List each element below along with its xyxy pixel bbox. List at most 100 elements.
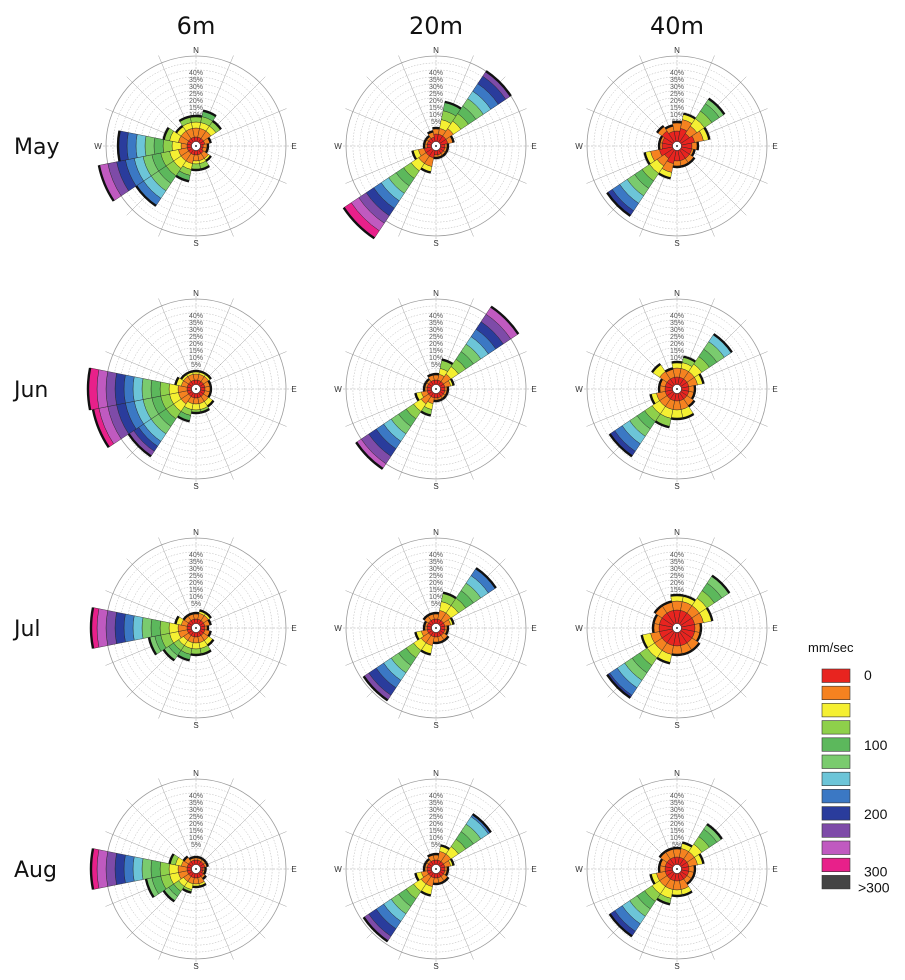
ring-label: 15% [189, 828, 203, 835]
petal-cap [693, 865, 697, 873]
petal-cap [657, 385, 661, 393]
ring-label: 25% [189, 814, 203, 821]
petal-cap [192, 369, 200, 373]
petal-cap [705, 607, 714, 622]
petal-cap [144, 878, 155, 899]
ring-label: 10% [429, 835, 443, 842]
ring-label: 10% [670, 835, 684, 842]
ring-label: 10% [189, 355, 203, 362]
petal-cap [422, 143, 426, 149]
petal-segment [132, 856, 144, 882]
compass-s: S [674, 482, 679, 491]
petal-cap [664, 847, 674, 853]
petal-segment [144, 135, 156, 157]
petal-cap [440, 844, 451, 851]
petal-W [89, 848, 197, 890]
ring-label: 40% [189, 70, 203, 77]
petal-cap [432, 852, 440, 856]
legend-swatch [821, 875, 851, 890]
petal-cap [209, 385, 213, 393]
ring-label: 40% [189, 552, 203, 559]
petal-cap [162, 890, 175, 903]
petal-cap [672, 846, 682, 850]
petal-cap [640, 634, 649, 649]
ring-label: 40% [670, 313, 684, 320]
petal-cap [180, 373, 187, 380]
petal-cap [191, 168, 201, 172]
ring-label: 20% [670, 821, 684, 828]
petal-cap [362, 675, 389, 702]
compass-n: N [193, 289, 199, 298]
petal-cap [204, 866, 207, 872]
petal-cap [191, 411, 201, 415]
ring-label: 40% [429, 552, 443, 559]
petal-SW [162, 868, 197, 903]
petal-cap [708, 97, 726, 115]
compass-n: N [433, 46, 439, 55]
petal-segment [114, 372, 126, 406]
petal-WSW [147, 627, 197, 656]
petal-cap [188, 856, 194, 861]
petal-NE [676, 333, 733, 390]
petal-cap [425, 135, 430, 140]
petal-cap [168, 853, 175, 864]
petal-cap [91, 409, 110, 449]
petal-WNW [652, 613, 678, 629]
petal-cap [355, 441, 384, 470]
ring-label: 40% [670, 552, 684, 559]
compass-e: E [531, 142, 536, 151]
compass-e: E [531, 624, 536, 633]
petal-NE [676, 97, 726, 147]
petal-cap [658, 850, 666, 858]
column-header-40m: 40m [650, 12, 704, 40]
petal-S [672, 145, 682, 169]
petal-cap [423, 381, 428, 387]
petal-NE [435, 305, 520, 390]
compass-e: E [772, 385, 777, 394]
petal-cap [162, 126, 170, 140]
petal-W [86, 367, 197, 411]
petal-NE [195, 120, 222, 147]
ring-label: 5% [431, 842, 441, 849]
petal-cap [202, 875, 207, 880]
wind-rose-may-20m: N S E W 5%10%15%20%25%30%35%40% [334, 46, 536, 248]
petal-cap [192, 611, 200, 615]
petal-segment [191, 403, 201, 411]
petal-segment [96, 849, 108, 889]
petal-SW [606, 627, 678, 699]
petal-cap [438, 397, 444, 402]
compass-n: N [674, 46, 680, 55]
petal-cap [446, 866, 450, 872]
ring-label: 10% [189, 835, 203, 842]
ring-label: 40% [429, 793, 443, 800]
petal-SW [362, 868, 437, 943]
petal-cap [206, 625, 210, 631]
petal-segment [159, 381, 170, 397]
petal-SW [127, 388, 197, 458]
petal-S [671, 627, 683, 657]
ring-label: 35% [670, 77, 684, 84]
ring-label: 25% [189, 91, 203, 98]
ring-label: 25% [429, 91, 443, 98]
petal-cap [147, 637, 158, 656]
petal-W [422, 386, 437, 392]
petal-ESE [676, 627, 702, 643]
petal-cap [444, 100, 462, 110]
compass-w: W [334, 865, 342, 874]
petal-cap [423, 861, 428, 867]
petal-cap [703, 126, 711, 140]
petal-cap [438, 639, 446, 644]
compass-n: N [193, 46, 199, 55]
petal-cap [698, 373, 705, 384]
ring-label: 20% [429, 98, 443, 105]
ring-label: 25% [429, 573, 443, 580]
compass-n: N [674, 528, 680, 537]
petal-cap [653, 604, 663, 614]
petal-cap [206, 143, 210, 149]
petal-cap [207, 618, 212, 626]
petal-cap [420, 410, 431, 417]
petal-E [676, 141, 700, 151]
petal-cap [422, 386, 426, 392]
ring-label: 10% [670, 355, 684, 362]
